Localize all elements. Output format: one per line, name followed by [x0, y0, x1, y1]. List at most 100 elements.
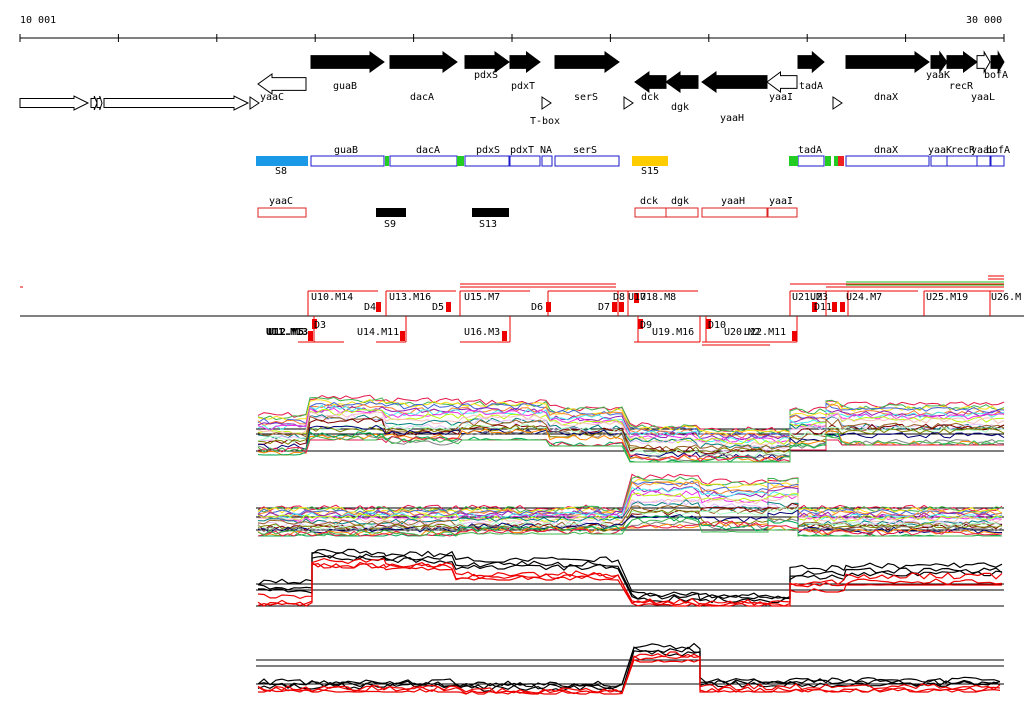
blue-box-yaaK [930, 155, 948, 167]
blue-box-bofA [990, 155, 1005, 167]
ruler-start-label: 10 001 [20, 15, 56, 26]
gene-label-dck: dck [641, 92, 659, 103]
sigma-box-S13 [472, 208, 509, 217]
blue-box-label: NA [540, 145, 552, 156]
gene-label-yaaL: yaaL [971, 92, 995, 103]
coordinate-ruler: 10 001 30 000 [19, 15, 1005, 42]
marker-box [457, 156, 464, 166]
segment-marker [400, 331, 405, 341]
profile-line [257, 407, 1004, 444]
profile-line [258, 658, 1001, 695]
red-box-yaaC [257, 207, 307, 218]
blue-box-pdxS [464, 155, 510, 167]
blue-box-label: dacA [416, 145, 440, 156]
sigma-label: S15 [641, 166, 659, 177]
segment-label: U16.M3 [464, 327, 500, 338]
segment-label: U22.M11 [744, 327, 786, 338]
profile-panel-2 [257, 473, 1003, 537]
segment-label: U13.M16 [389, 292, 431, 303]
segment-label: D6 [531, 302, 543, 313]
gene-arrow-dacA [389, 51, 458, 73]
segment-marker [812, 302, 817, 312]
blue-box-guaB [310, 155, 385, 167]
segment-label: U19.M16 [652, 327, 694, 338]
segment-label: U11.M13 [266, 327, 308, 338]
gene-arrow-dnaX [845, 51, 930, 73]
segment-marker [792, 331, 797, 341]
profile-panel-3 [257, 548, 1003, 607]
gene-arrow-unlabeled [96, 95, 103, 111]
profile-line [257, 436, 1004, 463]
gene-label-dgk: dgk [671, 102, 689, 113]
gene-arrow-unlabeled [90, 95, 98, 111]
gene-track: yaaC guaB dacA pdxS pdxT serS dck dgk yaaH yaaI ta… [19, 50, 1008, 127]
marker-box [385, 156, 389, 166]
gene-arrow-unlabeled [103, 95, 250, 111]
gene-label-pdxT: pdxT [511, 81, 535, 92]
gene-label-guaB: guaB [333, 81, 357, 92]
marker-box [834, 156, 838, 166]
blue-box-label: guaB [334, 145, 358, 156]
segment-marker [638, 319, 643, 329]
profile-line [257, 551, 1003, 601]
segment-label: D8 [613, 292, 625, 303]
segment-label: U12.M5 [268, 327, 304, 338]
tbox-icon [541, 96, 552, 110]
profile-panel-4 [257, 642, 1001, 695]
sigma-label: S13 [479, 219, 497, 230]
terminator-icon [832, 96, 843, 110]
blue-box-NA [541, 155, 553, 167]
segment-label: U25.M19 [926, 292, 968, 303]
segment-label: U21.M [792, 292, 822, 303]
blue-box-serS [554, 155, 620, 167]
segment-label: U10.M14 [311, 292, 353, 303]
marker-box [789, 156, 798, 166]
gene-arrow-pdxS [464, 51, 510, 73]
red-box-dgk [665, 207, 699, 218]
profile-line [257, 413, 1005, 452]
segment-label: D5 [432, 302, 444, 313]
profile-line [257, 434, 1005, 463]
segment-label: U26.M [991, 292, 1021, 303]
profile-line [257, 417, 1005, 455]
gene-arrow-yaaL [976, 50, 991, 74]
profile-line [257, 408, 1005, 446]
sigma-box-S8 [256, 156, 308, 166]
gene-label-pdxS: pdxS [474, 70, 498, 81]
segment-marker [612, 302, 617, 312]
red-box-yaaH [701, 207, 768, 218]
segment-marker [546, 302, 551, 312]
profile-line [257, 548, 1003, 600]
gene-arrow-yaaI [766, 71, 798, 93]
blue-box-tadA [797, 155, 825, 167]
gene-label-bofA: bofA [984, 70, 1008, 81]
blue-box-label: pdxT [510, 145, 534, 156]
segment-marker [376, 302, 381, 312]
profile-line [257, 401, 1005, 439]
gene-label-yaaK: yaaK [926, 70, 950, 81]
gene-label-tadA: tadA [799, 81, 823, 92]
red-box-label: yaaI [769, 196, 793, 207]
segment-marker [706, 319, 711, 329]
blue-box-label: dnaX [874, 145, 898, 156]
segment-marker [502, 331, 507, 341]
profile-line [257, 516, 1003, 533]
profile-line [257, 502, 1003, 532]
segment-label: D7 [598, 302, 610, 313]
profile-line [257, 478, 1003, 515]
segment-label: D10 [708, 320, 726, 331]
segment-marker [634, 293, 639, 303]
gene-label-recR: recR [949, 81, 974, 92]
segment-label: U15.M7 [464, 292, 500, 303]
blue-box-yaaL [976, 155, 991, 167]
segment-label: U17 [628, 292, 646, 303]
red-box-yaaI [767, 207, 798, 218]
profile-line [257, 423, 1005, 458]
segment-marker [832, 302, 837, 312]
segment-marker [446, 302, 451, 312]
blue-box-label: pdxS [476, 145, 500, 156]
sigma-box-S15 [632, 156, 668, 166]
blue-box-label: tadA [798, 145, 822, 156]
profile-panel-1 [257, 394, 1005, 463]
